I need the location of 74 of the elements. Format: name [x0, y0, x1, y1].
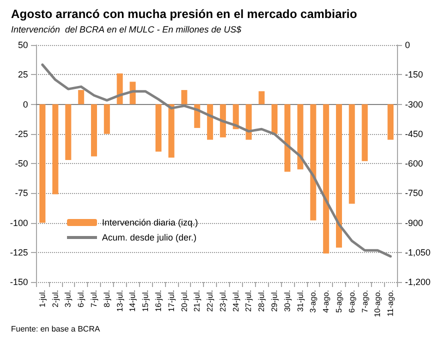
y2-tick-label: -900: [405, 218, 424, 228]
x-tick-label: 10-ago.: [373, 290, 382, 318]
x-tick-label: 17-jul.: [166, 290, 176, 312]
bar: [348, 104, 355, 204]
y-tick-label: -25: [14, 128, 28, 139]
y-tick-label: 25: [18, 70, 28, 80]
x-tick-label: 3-jul.: [64, 290, 73, 308]
y2-tick-label: -1,200: [405, 277, 431, 287]
y2-tick-label: -600: [405, 158, 424, 168]
bar: [207, 104, 214, 140]
bar: [52, 104, 58, 194]
x-tick-label: 3-ago.: [308, 290, 318, 313]
bar: [220, 104, 226, 138]
bar: [284, 104, 290, 172]
bar: [39, 104, 46, 223]
y-tick-label: -100: [10, 218, 28, 228]
source-note: Fuente: en base a BCRA: [11, 324, 101, 334]
bar: [155, 104, 162, 152]
y-tick-label: 50: [18, 40, 28, 50]
bar: [116, 73, 123, 104]
x-tick-label: 1-jul.: [38, 290, 47, 308]
x-tick-label: 4-ago.: [322, 290, 331, 313]
bar: [323, 104, 330, 254]
x-tick-label: 14-jul.: [128, 290, 138, 312]
y2-tick-label: -450: [405, 128, 424, 139]
y2-tick-label: -150: [405, 70, 424, 80]
x-tick-label: 13-jul.: [115, 290, 124, 312]
bar: [91, 104, 98, 156]
y2-tick-label: -300: [405, 99, 424, 110]
x-tick-label: 5-ago.: [334, 290, 344, 313]
x-tick-label: 29-jul.: [270, 290, 280, 312]
x-tick-label: 16-jul.: [154, 290, 163, 312]
bar: [388, 104, 394, 140]
bar: [65, 104, 72, 160]
bar: [297, 104, 304, 170]
bar: [104, 104, 110, 134]
legend-label: Acum. desde julio (der.): [102, 232, 197, 242]
bar: [362, 104, 368, 162]
y2-tick-label: 0: [405, 40, 410, 50]
bar: [168, 104, 174, 158]
bar: [78, 90, 84, 104]
x-tick-label: 8-jul.: [102, 290, 112, 308]
x-tick-label: 6-ago.: [347, 290, 356, 313]
bar: [310, 104, 316, 220]
bar: [336, 104, 342, 248]
x-tick-label: 30-jul.: [282, 290, 292, 312]
chart-subtitle: Intervención del BCRA en el MULC - En millones de US$: [11, 24, 242, 34]
bar: [258, 91, 265, 104]
legend-label: Intervención diaria (izq.): [102, 218, 198, 228]
chart-title: Agosto arrancó con mucha presión en el mercado cambiario: [11, 7, 358, 21]
x-tick-label: 2-jul.: [50, 290, 60, 308]
x-tick-label: 31-jul.: [296, 290, 305, 312]
y-tick-label: -125: [10, 247, 28, 258]
x-tick-label: 15-jul.: [141, 290, 150, 312]
x-tick-label: 6-jul.: [76, 290, 86, 308]
x-tick-label: 7-ago.: [360, 290, 370, 313]
x-tick-label: 20-jul.: [180, 290, 189, 312]
x-tick-label: 27-jul.: [244, 290, 254, 312]
bar: [181, 90, 188, 104]
x-tick-label: 28-jul.: [257, 290, 266, 312]
x-tick-label: 24-jul.: [231, 290, 240, 312]
x-tick-label: 21-jul.: [192, 290, 202, 312]
y2-tick-label: -1,050: [405, 247, 431, 258]
y-tick-label: 0: [22, 99, 28, 110]
y-tick-label: -150: [10, 277, 28, 287]
bar: [272, 104, 278, 134]
bar: [246, 104, 252, 140]
y-tick-label: -50: [14, 158, 28, 168]
y2-tick-label: -750: [405, 188, 424, 198]
x-tick-label: 23-jul.: [218, 290, 228, 312]
x-tick-label: 11-ago.: [386, 290, 396, 317]
y-tick-label: -75: [14, 188, 28, 198]
x-tick-label: 22-jul.: [206, 290, 215, 312]
x-tick-label: 7-jul.: [90, 290, 99, 308]
